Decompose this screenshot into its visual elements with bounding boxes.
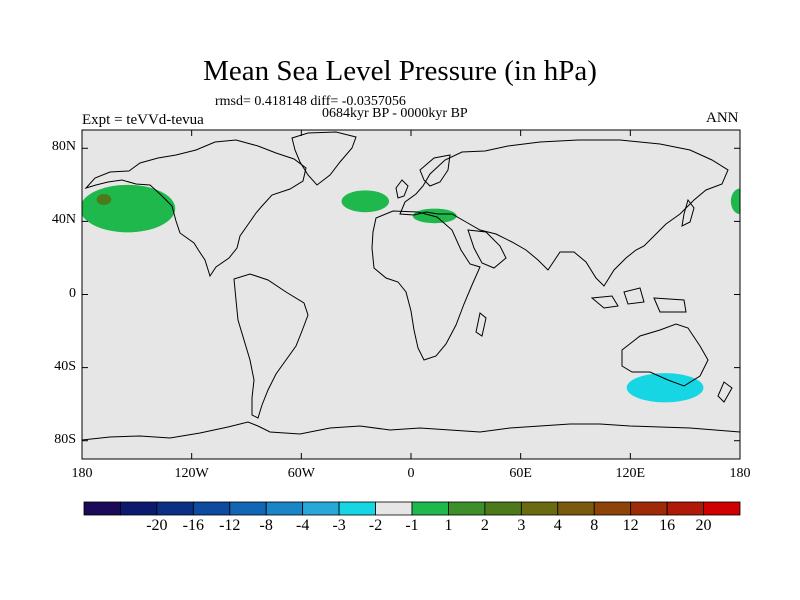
- lon-label: 120E: [615, 466, 646, 481]
- anomaly-southern-ocean: [626, 373, 704, 403]
- colorbar-box: [156, 501, 194, 516]
- colorbar-box: [484, 501, 522, 516]
- experiment-label: Expt = teVVd-tevua: [82, 112, 204, 128]
- axis-ticks: [81, 130, 741, 459]
- colorbar-box: [375, 501, 413, 516]
- colorbar-label: 4: [553, 517, 562, 534]
- lon-label: 60W: [287, 466, 315, 481]
- page-title: Mean Sea Level Pressure (in hPa): [203, 55, 597, 87]
- colorbar-box: [630, 501, 668, 516]
- lon-label: 60E: [509, 466, 532, 481]
- colorbar: [83, 501, 741, 516]
- anomaly-layer: [82, 184, 740, 403]
- colorbar-label: -12: [219, 517, 241, 534]
- colorbar-label: -20: [146, 517, 168, 534]
- colorbar-box: [338, 501, 376, 516]
- lon-label: 180: [729, 466, 751, 481]
- colorbar-label: -4: [295, 517, 310, 534]
- anomaly-north-pacific-core: [96, 193, 112, 205]
- lat-label: 0: [69, 285, 76, 301]
- colorbar-label: -2: [368, 517, 383, 534]
- lat-label: 80S: [54, 431, 76, 447]
- map-background: [82, 130, 740, 459]
- lat-label: 40N: [51, 212, 76, 228]
- colorbar-box: [411, 501, 449, 516]
- colorbar-box: [302, 501, 340, 516]
- colorbar-label: 3: [517, 517, 526, 534]
- colorbar-label: -16: [182, 517, 204, 534]
- season-label: ANN: [706, 110, 739, 126]
- colorbar-box: [120, 501, 158, 516]
- lat-label: 40S: [54, 358, 76, 374]
- colorbar-box: [666, 501, 704, 516]
- colorbar-label: 16: [659, 517, 676, 534]
- colorbar-box: [703, 501, 741, 516]
- stats-line: rmsd= 0.418148 diff= -0.0357056: [215, 94, 406, 109]
- colorbar-label: 20: [695, 517, 712, 534]
- colorbar-label: -3: [332, 517, 346, 534]
- colorbar-box: [229, 501, 267, 516]
- colorbar-box: [192, 501, 231, 516]
- colorbar-box: [557, 501, 595, 516]
- colorbar-label: 12: [622, 517, 639, 534]
- colorbar-box: [593, 501, 632, 516]
- colorbar-box: [83, 501, 121, 516]
- colorbar-label: 2: [480, 517, 489, 534]
- anomaly-dateline-east: [730, 188, 740, 215]
- lon-label: 0: [407, 466, 415, 481]
- colorbar-label: 1: [444, 517, 453, 534]
- period-line: 0684kyr BP - 0000kyr BP: [322, 106, 468, 121]
- lon-label: 120W: [174, 466, 209, 481]
- colorbar-label: -8: [259, 517, 273, 534]
- lon-label: 180: [71, 466, 93, 481]
- anomaly-north-pacific: [82, 184, 176, 233]
- colorbar-box: [520, 501, 559, 516]
- anomaly-north-atlantic: [341, 190, 390, 213]
- colorbar-box: [448, 501, 486, 516]
- colorbar-label: 8: [590, 517, 599, 534]
- colorbar-label: -1: [405, 517, 419, 534]
- lat-label: 80N: [51, 139, 76, 155]
- colorbar-box: [265, 501, 304, 516]
- coastlines: [81, 131, 741, 441]
